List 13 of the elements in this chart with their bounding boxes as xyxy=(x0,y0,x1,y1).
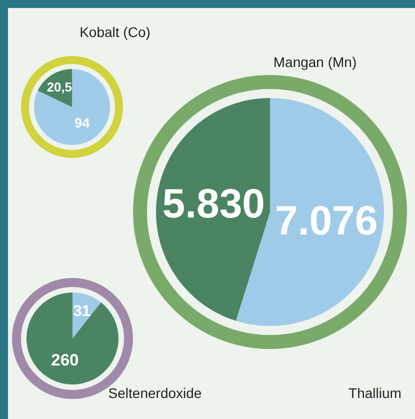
data-label: 5.830 xyxy=(162,180,265,226)
text: Seltenerdoxide xyxy=(108,385,202,401)
data-label: 260 xyxy=(50,350,78,370)
data-label: 20,5 xyxy=(46,80,72,95)
text: Thallium xyxy=(348,385,402,401)
chart-title: Kobalt (Co) xyxy=(80,24,150,40)
pie-slice xyxy=(34,69,110,145)
data-label: 7.076 xyxy=(275,198,378,244)
data-label: 94 xyxy=(74,116,90,131)
chart-title: Mangan (Mn) xyxy=(273,54,357,70)
data-label: 31 xyxy=(72,302,90,320)
pie-slice xyxy=(26,292,118,384)
pie-slice xyxy=(156,98,270,321)
